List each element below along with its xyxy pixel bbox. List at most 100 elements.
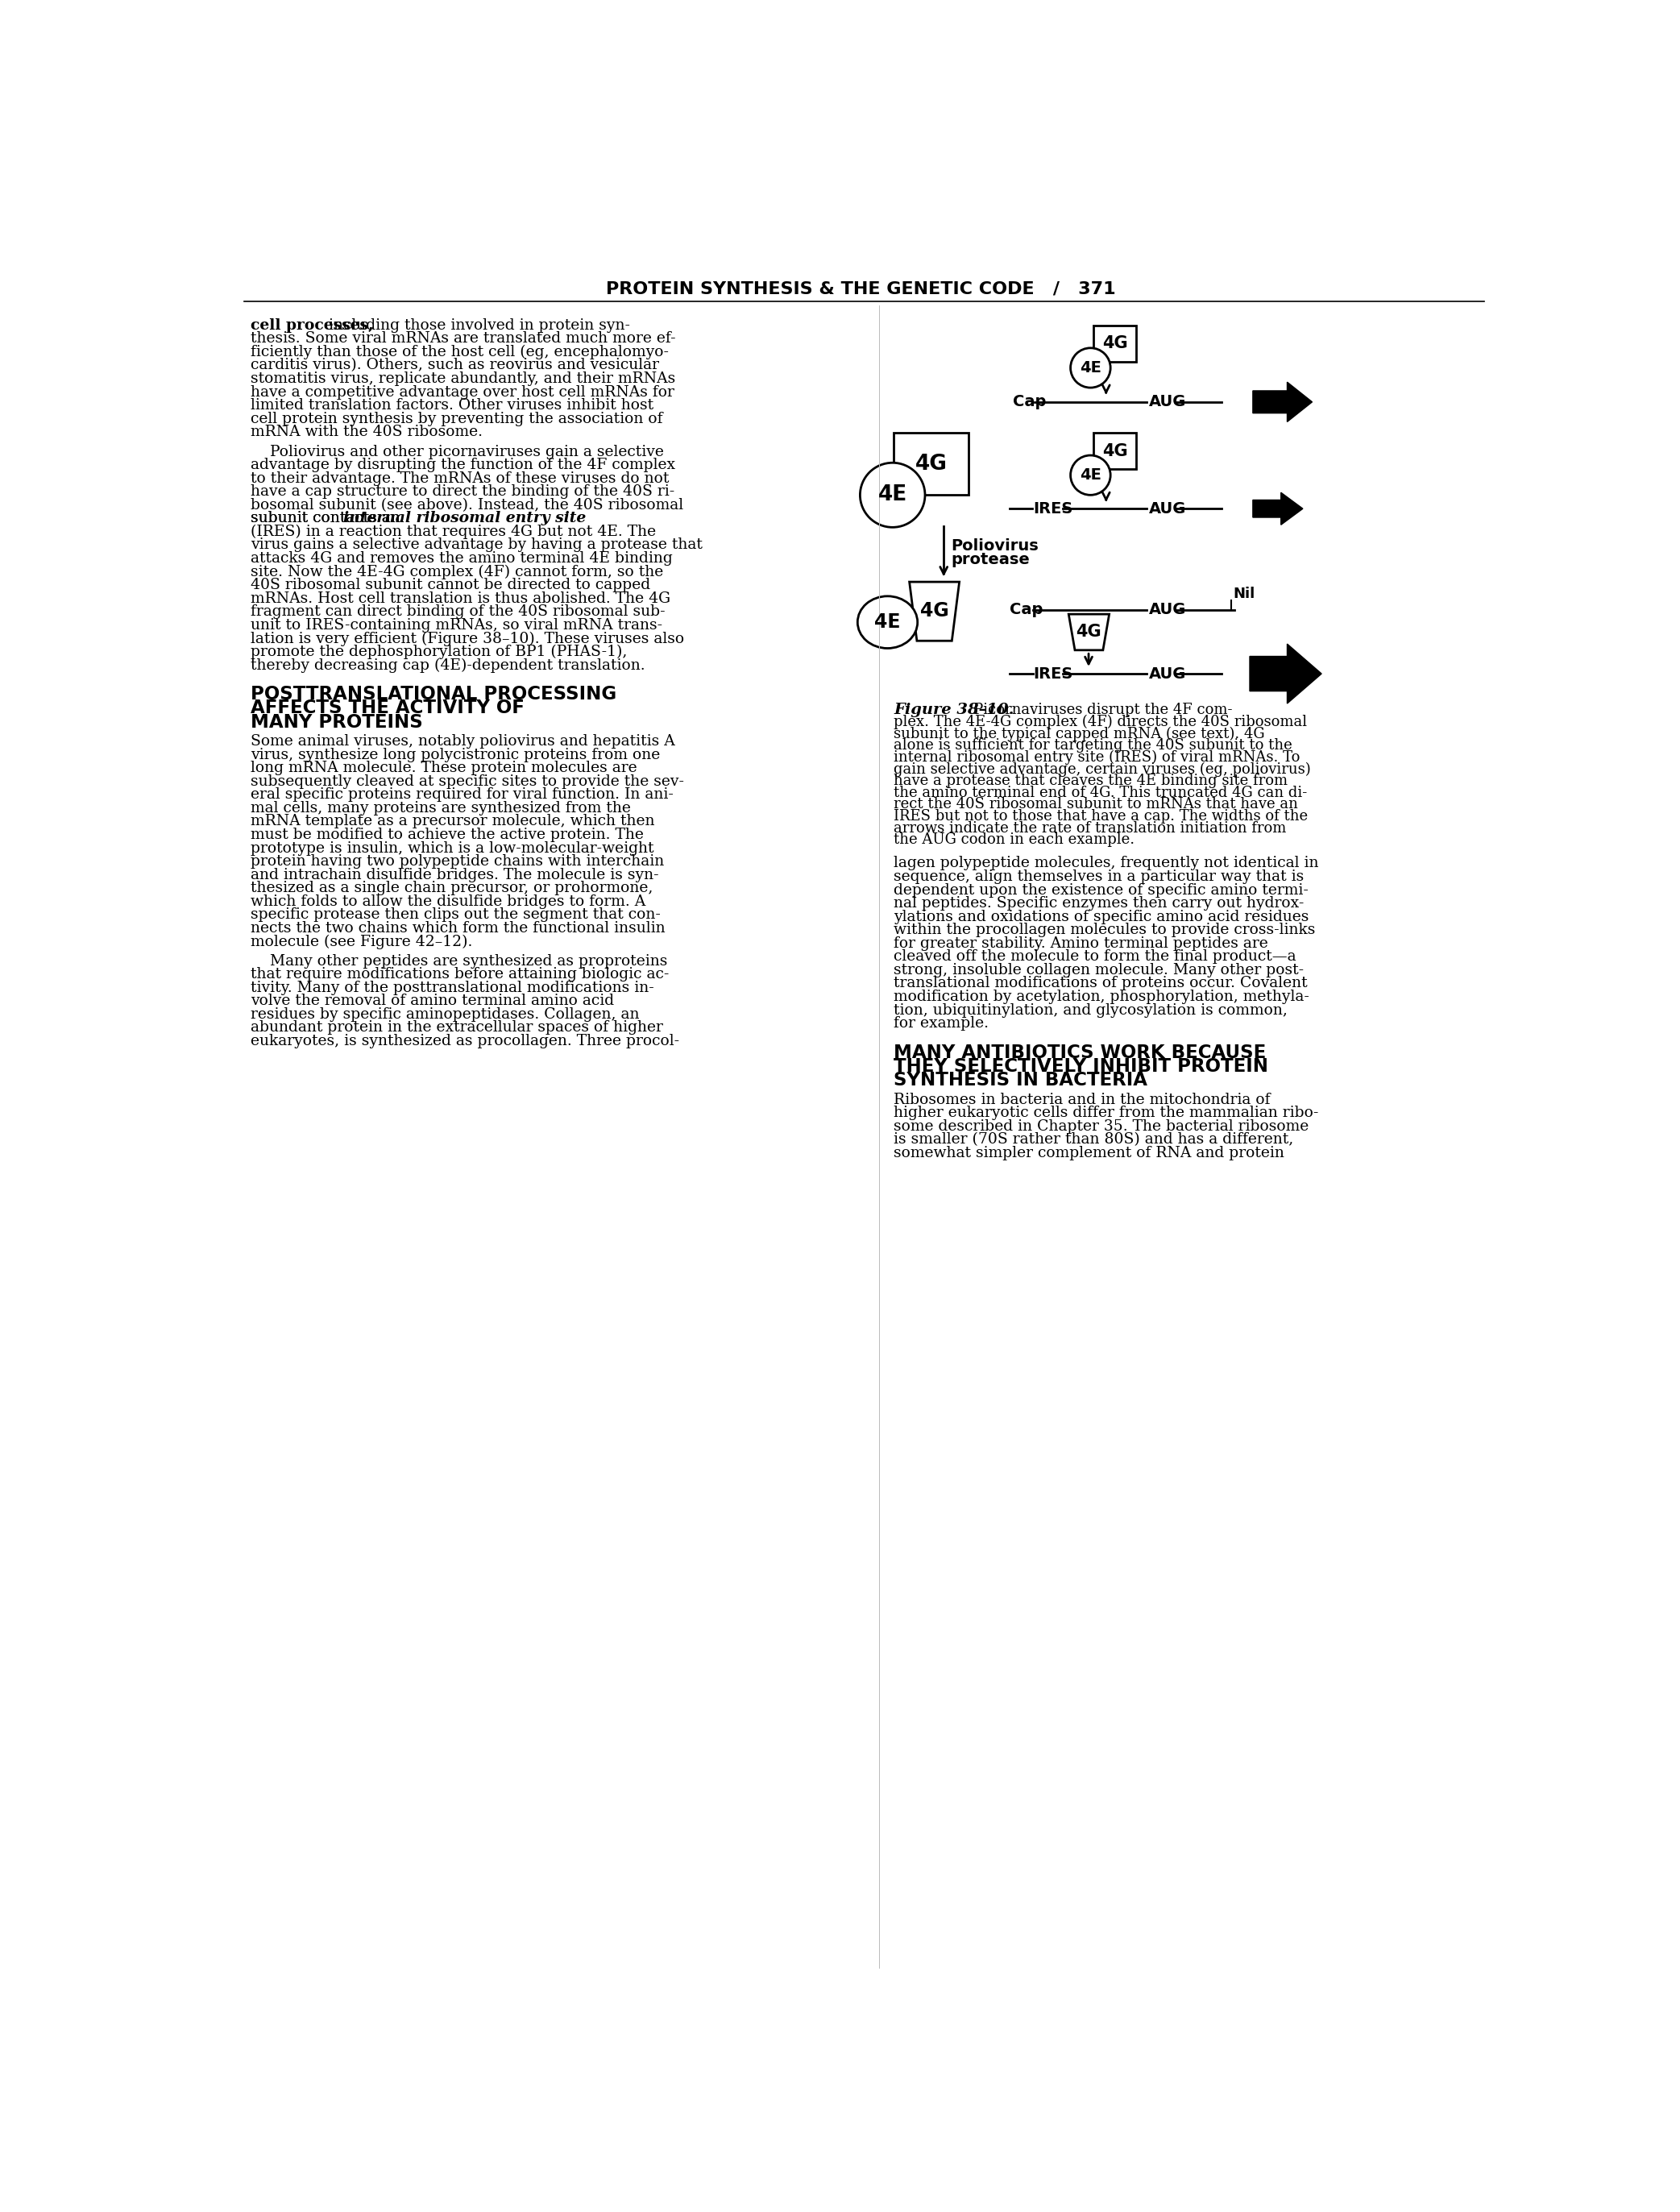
Text: 4G: 4G (1102, 442, 1127, 460)
Text: Cap: Cap (1010, 602, 1043, 617)
Text: molecule (see Figure 42–12).: molecule (see Figure 42–12). (250, 933, 472, 949)
Text: eukaryotes, is synthesized as procollagen. Three procol-: eukaryotes, is synthesized as procollage… (250, 1033, 679, 1048)
Text: thesized as a single chain precursor, or prohormone,: thesized as a single chain precursor, or… (250, 880, 654, 896)
Text: mRNAs. Host cell translation is thus abolished. The 4G: mRNAs. Host cell translation is thus abo… (250, 591, 670, 606)
Text: including those involved in protein syn-: including those involved in protein syn- (324, 319, 630, 332)
Polygon shape (1250, 644, 1322, 703)
Text: attacks 4G and removes the amino terminal 4E binding: attacks 4G and removes the amino termina… (250, 551, 672, 566)
Text: 4G: 4G (1102, 336, 1127, 352)
Text: mal cells, many proteins are synthesized from the: mal cells, many proteins are synthesized… (250, 801, 630, 816)
Text: for example.: for example. (894, 1015, 990, 1031)
Text: fragment can direct binding of the 40S ribosomal sub-: fragment can direct binding of the 40S r… (250, 604, 665, 619)
Text: tivity. Many of the posttranslational modifications in-: tivity. Many of the posttranslational mo… (250, 980, 654, 995)
Text: have a protease that cleaves the 4E binding site from: have a protease that cleaves the 4E bind… (894, 774, 1289, 787)
Text: 4G: 4G (1075, 624, 1102, 639)
Text: dependent upon the existence of specific amino termi-: dependent upon the existence of specific… (894, 883, 1309, 898)
Text: and intrachain disulfide bridges. The molecule is syn-: and intrachain disulfide bridges. The mo… (250, 867, 659, 883)
Text: protease: protease (951, 553, 1030, 568)
Text: (IRES) in a reaction that requires 4G but not 4E. The: (IRES) in a reaction that requires 4G bu… (250, 524, 655, 540)
Text: sequence, align themselves in a particular way that is: sequence, align themselves in a particul… (894, 869, 1304, 885)
Text: ylations and oxidations of specific amino acid residues: ylations and oxidations of specific amin… (894, 909, 1309, 925)
Text: Nil: Nil (1233, 586, 1255, 602)
Text: Poliovirus: Poliovirus (951, 538, 1038, 553)
Text: the amino terminal end of 4G. This truncated 4G can di-: the amino terminal end of 4G. This trunc… (894, 785, 1307, 801)
Text: protein having two polypeptide chains with interchain: protein having two polypeptide chains wi… (250, 854, 664, 869)
Text: AUG: AUG (1149, 500, 1186, 515)
Text: unit to IRES-containing mRNAs, so viral mRNA trans-: unit to IRES-containing mRNAs, so viral … (250, 617, 662, 633)
Text: for greater stability. Amino terminal peptides are: for greater stability. Amino terminal pe… (894, 936, 1268, 951)
Text: that require modifications before attaining biologic ac-: that require modifications before attain… (250, 967, 669, 982)
Text: tion, ubiquitinylation, and glycosylation is common,: tion, ubiquitinylation, and glycosylatio… (894, 1002, 1287, 1018)
Text: 4E: 4E (1080, 361, 1102, 376)
Text: THEY SELECTIVELY INHIBIT PROTEIN: THEY SELECTIVELY INHIBIT PROTEIN (894, 1057, 1268, 1075)
Text: volve the removal of amino terminal amino acid: volve the removal of amino terminal amin… (250, 993, 615, 1009)
Text: alone is sufficient for targeting the 40S subunit to the: alone is sufficient for targeting the 40… (894, 739, 1292, 752)
Text: eral specific proteins required for viral function. In ani-: eral specific proteins required for vira… (250, 787, 674, 803)
Text: Ribosomes in bacteria and in the mitochondria of: Ribosomes in bacteria and in the mitocho… (894, 1093, 1270, 1106)
Text: internal ribosomal entry site: internal ribosomal entry site (343, 511, 586, 526)
Text: subunit to the typical capped mRNA (see text). 4G: subunit to the typical capped mRNA (see … (894, 726, 1265, 741)
Text: IRES: IRES (1033, 500, 1074, 515)
Text: have a cap structure to direct the binding of the 40S ri-: have a cap structure to direct the bindi… (250, 484, 675, 500)
Text: internal ribosomal entry site (IRES) of viral mRNAs. To: internal ribosomal entry site (IRES) of … (894, 750, 1300, 765)
Text: cell processes,: cell processes, (250, 319, 373, 332)
Text: virus gains a selective advantage by having a protease that: virus gains a selective advantage by hav… (250, 538, 702, 553)
Text: subunit contacts an: subunit contacts an (250, 511, 400, 526)
Text: Poliovirus and other picornaviruses gain a selective: Poliovirus and other picornaviruses gain… (250, 445, 664, 458)
Text: IRES but not to those that have a cap. The widths of the: IRES but not to those that have a cap. T… (894, 810, 1309, 823)
Ellipse shape (857, 597, 917, 648)
Text: is smaller (70S rather than 80S) and has a different,: is smaller (70S rather than 80S) and has… (894, 1133, 1294, 1148)
Text: nects the two chains which form the functional insulin: nects the two chains which form the func… (250, 920, 665, 936)
Text: strong, insoluble collagen molecule. Many other post-: strong, insoluble collagen molecule. Man… (894, 962, 1304, 978)
Text: arrows indicate the rate of translation initiation from: arrows indicate the rate of translation … (894, 821, 1287, 836)
Text: SYNTHESIS IN BACTERIA: SYNTHESIS IN BACTERIA (894, 1071, 1147, 1091)
Text: have a competitive advantage over host cell mRNAs for: have a competitive advantage over host c… (250, 385, 674, 400)
Text: 4E: 4E (879, 484, 907, 507)
Text: residues by specific aminopeptidases. Collagen, an: residues by specific aminopeptidases. Co… (250, 1006, 640, 1022)
Text: gain selective advantage, certain viruses (eg, poliovirus): gain selective advantage, certain viruse… (894, 761, 1310, 776)
Text: Many other peptides are synthesized as proproteins: Many other peptides are synthesized as p… (250, 953, 667, 969)
Text: some described in Chapter 35. The bacterial ribosome: some described in Chapter 35. The bacter… (894, 1119, 1309, 1135)
Text: which folds to allow the disulfide bridges to form. A: which folds to allow the disulfide bridg… (250, 894, 645, 909)
Polygon shape (1253, 383, 1312, 422)
Text: cleaved off the molecule to form the final product—a: cleaved off the molecule to form the fin… (894, 949, 1297, 964)
Text: modification by acetylation, phosphorylation, methyla-: modification by acetylation, phosphoryla… (894, 989, 1309, 1004)
Ellipse shape (1070, 347, 1110, 387)
Ellipse shape (1070, 456, 1110, 495)
Text: AFFECTS THE ACTIVITY OF: AFFECTS THE ACTIVITY OF (250, 699, 524, 717)
Text: translational modifications of proteins occur. Covalent: translational modifications of proteins … (894, 975, 1307, 991)
Text: AUG: AUG (1149, 602, 1186, 617)
Text: plex. The 4E-4G complex (4F) directs the 40S ribosomal: plex. The 4E-4G complex (4F) directs the… (894, 714, 1307, 730)
Text: virus, synthesize long polycistronic proteins from one: virus, synthesize long polycistronic pro… (250, 748, 660, 763)
Text: POSTTRANSLATIONAL PROCESSING: POSTTRANSLATIONAL PROCESSING (250, 686, 617, 703)
FancyBboxPatch shape (1094, 434, 1136, 469)
Text: IRES: IRES (1033, 666, 1074, 681)
Text: stomatitis virus, replicate abundantly, and their mRNAs: stomatitis virus, replicate abundantly, … (250, 372, 675, 387)
Text: MANY PROTEINS: MANY PROTEINS (250, 712, 423, 732)
Text: lation is very efficient (Figure 38–10). These viruses also: lation is very efficient (Figure 38–10).… (250, 630, 684, 646)
Text: within the procollagen molecules to provide cross-links: within the procollagen molecules to prov… (894, 922, 1315, 938)
Ellipse shape (860, 462, 926, 526)
FancyBboxPatch shape (1094, 325, 1136, 361)
Text: Cap: Cap (1013, 394, 1045, 409)
Text: ficiently than those of the host cell (eg, encephalomyo-: ficiently than those of the host cell (e… (250, 345, 669, 361)
Text: somewhat simpler complement of RNA and protein: somewhat simpler complement of RNA and p… (894, 1146, 1285, 1161)
Text: 4G: 4G (921, 602, 949, 622)
Text: AUG: AUG (1149, 666, 1186, 681)
Text: 4E: 4E (1080, 467, 1102, 482)
Text: promote the dephosphorylation of BP1 (PHAS-1),: promote the dephosphorylation of BP1 (PH… (250, 644, 627, 659)
Text: subsequently cleaved at specific sites to provide the sev-: subsequently cleaved at specific sites t… (250, 774, 684, 790)
Text: subunit contacts an: subunit contacts an (250, 511, 405, 526)
Text: cell protein synthesis by preventing the association of: cell protein synthesis by preventing the… (250, 411, 662, 427)
FancyBboxPatch shape (894, 434, 969, 495)
Text: site. Now the 4E-4G complex (4F) cannot form, so the: site. Now the 4E-4G complex (4F) cannot … (250, 564, 664, 580)
Text: Some animal viruses, notably poliovirus and hepatitis A: Some animal viruses, notably poliovirus … (250, 734, 675, 748)
Text: limited translation factors. Other viruses inhibit host: limited translation factors. Other virus… (250, 398, 654, 414)
Text: long mRNA molecule. These protein molecules are: long mRNA molecule. These protein molecu… (250, 761, 637, 776)
Text: carditis virus). Others, such as reovirus and vesicular: carditis virus). Others, such as reoviru… (250, 358, 659, 372)
Text: rect the 40S ribosomal subunit to mRNAs that have an: rect the 40S ribosomal subunit to mRNAs … (894, 796, 1299, 812)
Text: thesis. Some viral mRNAs are translated much more ef-: thesis. Some viral mRNAs are translated … (250, 332, 675, 345)
Text: AUG: AUG (1149, 394, 1186, 409)
Text: higher eukaryotic cells differ from the mammalian ribo-: higher eukaryotic cells differ from the … (894, 1106, 1319, 1121)
Text: to their advantage. The mRNAs of these viruses do not: to their advantage. The mRNAs of these v… (250, 471, 669, 487)
